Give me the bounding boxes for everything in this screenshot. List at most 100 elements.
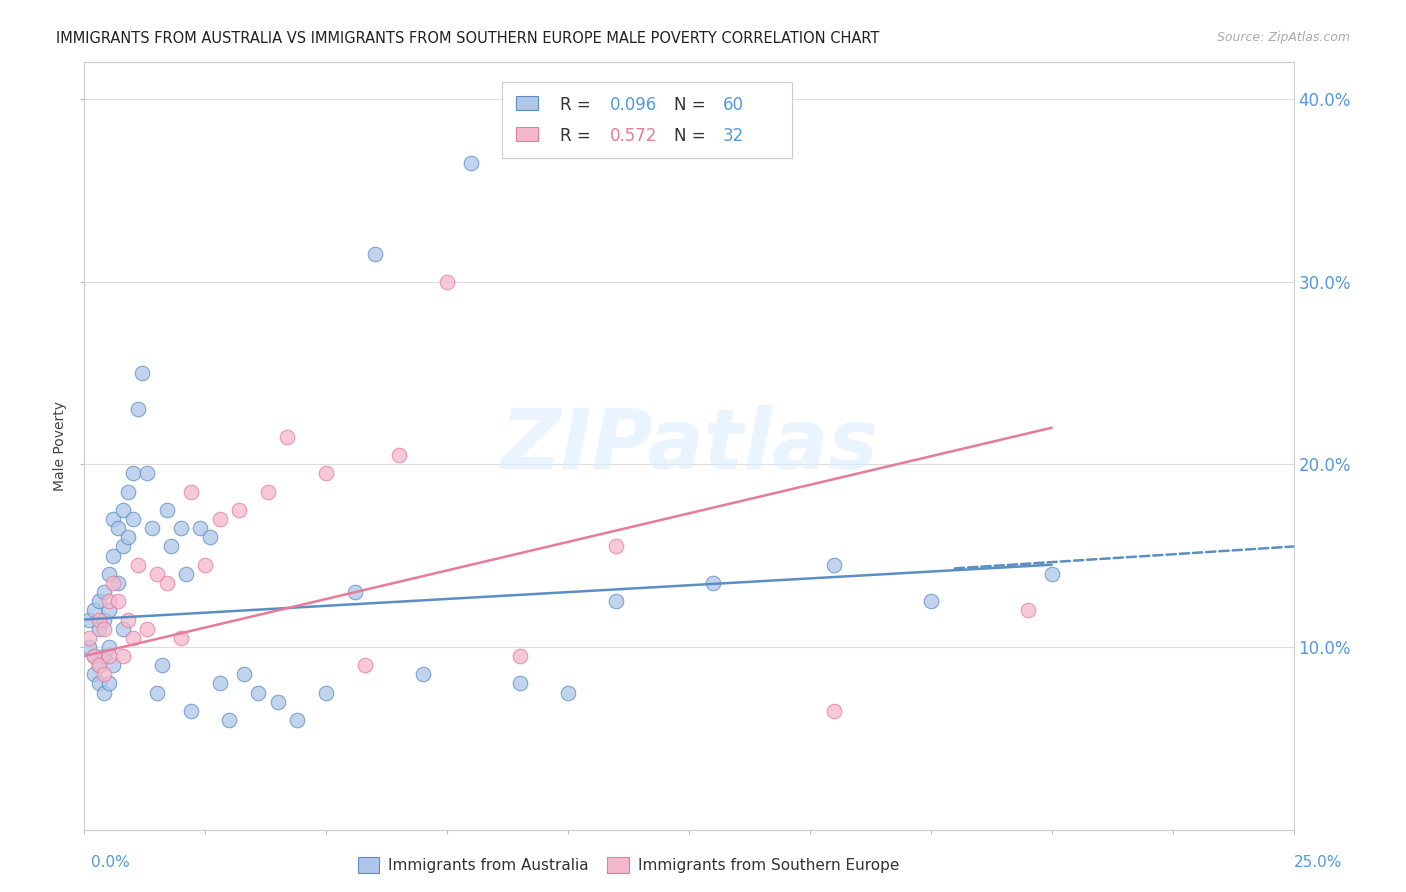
Point — [228, 503, 250, 517]
FancyBboxPatch shape — [502, 81, 792, 158]
Point — [97, 648, 120, 663]
Text: Source: ZipAtlas.com: Source: ZipAtlas.com — [1216, 31, 1350, 45]
Point — [87, 676, 110, 690]
Point — [257, 484, 280, 499]
Point — [155, 576, 177, 591]
Point — [315, 467, 337, 481]
Text: R =: R = — [560, 127, 596, 145]
Point — [87, 658, 110, 673]
Point — [136, 467, 159, 481]
Point — [103, 576, 125, 591]
Point — [315, 685, 337, 699]
Text: R =: R = — [560, 96, 596, 114]
Text: 25.0%: 25.0% — [1295, 855, 1343, 870]
Point — [117, 613, 139, 627]
Text: N =: N = — [675, 96, 711, 114]
Point — [509, 676, 531, 690]
Point — [920, 594, 942, 608]
Point — [174, 566, 197, 581]
Point — [97, 566, 120, 581]
Point — [83, 648, 105, 663]
Point — [77, 613, 100, 627]
Point — [107, 521, 129, 535]
Point — [344, 585, 367, 599]
Point — [180, 484, 202, 499]
Point — [436, 275, 458, 289]
Point — [170, 521, 193, 535]
Point — [93, 667, 115, 681]
Point — [121, 467, 143, 481]
Point — [150, 658, 173, 673]
Point — [107, 594, 129, 608]
Point — [354, 658, 377, 673]
Point — [107, 576, 129, 591]
Point — [509, 648, 531, 663]
Point — [247, 685, 270, 699]
Point — [103, 549, 125, 563]
Text: 0.572: 0.572 — [610, 127, 658, 145]
Point — [267, 695, 290, 709]
Point — [412, 667, 434, 681]
Point — [141, 521, 163, 535]
Point — [363, 247, 385, 261]
Point — [460, 156, 482, 170]
Point — [93, 685, 115, 699]
Text: ZIPatlas: ZIPatlas — [501, 406, 877, 486]
Point — [121, 512, 143, 526]
Point — [93, 622, 115, 636]
Point — [87, 658, 110, 673]
Text: 0.096: 0.096 — [610, 96, 658, 114]
Point — [93, 648, 115, 663]
Point — [97, 603, 120, 617]
Point — [127, 558, 149, 572]
Point — [87, 594, 110, 608]
Y-axis label: Male Poverty: Male Poverty — [53, 401, 67, 491]
Point — [233, 667, 256, 681]
Point — [160, 540, 183, 554]
Point — [605, 594, 627, 608]
Text: 0.0%: 0.0% — [91, 855, 131, 870]
Point — [103, 658, 125, 673]
Point — [155, 503, 177, 517]
Point — [77, 640, 100, 654]
Point — [1017, 603, 1039, 617]
Point — [97, 676, 120, 690]
Point — [121, 631, 143, 645]
Point — [83, 603, 105, 617]
Point — [127, 402, 149, 417]
Point — [1040, 566, 1063, 581]
Point — [198, 530, 221, 544]
Point — [285, 713, 308, 727]
Point — [190, 521, 212, 535]
Point — [83, 648, 105, 663]
Point — [557, 685, 579, 699]
Point — [87, 622, 110, 636]
Point — [97, 640, 120, 654]
Point — [93, 613, 115, 627]
Point — [208, 512, 231, 526]
Point — [103, 512, 125, 526]
Text: 32: 32 — [723, 127, 744, 145]
Text: IMMIGRANTS FROM AUSTRALIA VS IMMIGRANTS FROM SOUTHERN EUROPE MALE POVERTY CORREL: IMMIGRANTS FROM AUSTRALIA VS IMMIGRANTS … — [56, 31, 880, 46]
Point — [97, 594, 120, 608]
Point — [388, 448, 411, 462]
Point — [112, 503, 135, 517]
Point — [112, 648, 135, 663]
Point — [146, 685, 169, 699]
Point — [702, 576, 724, 591]
Point — [117, 530, 139, 544]
Point — [87, 613, 110, 627]
Legend: Immigrants from Australia, Immigrants from Southern Europe: Immigrants from Australia, Immigrants fr… — [352, 851, 905, 880]
Text: N =: N = — [675, 127, 711, 145]
Point — [136, 622, 159, 636]
Point — [117, 484, 139, 499]
Point — [112, 540, 135, 554]
Point — [170, 631, 193, 645]
Point — [194, 558, 217, 572]
FancyBboxPatch shape — [516, 96, 538, 110]
Point — [823, 558, 845, 572]
Point — [112, 622, 135, 636]
Point — [77, 631, 100, 645]
Point — [208, 676, 231, 690]
Point — [180, 704, 202, 718]
